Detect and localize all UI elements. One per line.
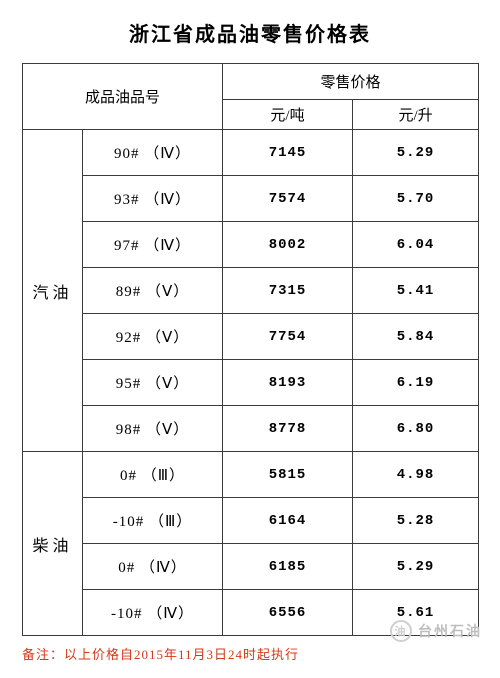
grade-cell: 89# （Ⅴ）: [83, 268, 223, 314]
watermark: 油 台州石油: [390, 620, 482, 642]
category-cell: 汽油: [23, 130, 83, 452]
page-title: 浙江省成品油零售价格表: [22, 18, 478, 47]
price-ton-cell: 8778: [223, 406, 353, 452]
table-row: 95# （Ⅴ）81936.19: [23, 360, 479, 406]
header-unit-ton: 元/吨: [223, 100, 353, 130]
price-liter-cell: 5.41: [353, 268, 479, 314]
price-ton-cell: 8193: [223, 360, 353, 406]
header-product: 成品油品号: [23, 64, 223, 130]
table-row: 柴油0# （Ⅲ）58154.98: [23, 452, 479, 498]
grade-cell: 0# （Ⅲ）: [83, 452, 223, 498]
price-liter-cell: 5.29: [353, 130, 479, 176]
table-row: 93# （Ⅳ）75745.70: [23, 176, 479, 222]
table-row: 0# （Ⅳ）61855.29: [23, 544, 479, 590]
price-ton-cell: 7754: [223, 314, 353, 360]
grade-cell: 98# （Ⅴ）: [83, 406, 223, 452]
price-liter-cell: 4.98: [353, 452, 479, 498]
price-ton-cell: 8002: [223, 222, 353, 268]
footnote: 备注：以上价格自2015年11月3日24时起执行: [22, 644, 478, 663]
price-ton-cell: 7574: [223, 176, 353, 222]
table-row: 98# （Ⅴ）87786.80: [23, 406, 479, 452]
grade-cell: 95# （Ⅴ）: [83, 360, 223, 406]
price-liter-cell: 5.28: [353, 498, 479, 544]
table-row: 汽油90# （Ⅳ）71455.29: [23, 130, 479, 176]
watermark-label: 台州石油: [418, 621, 482, 641]
grade-cell: 97# （Ⅳ）: [83, 222, 223, 268]
price-liter-cell: 5.29: [353, 544, 479, 590]
header-unit-liter: 元/升: [353, 100, 479, 130]
price-liter-cell: 6.19: [353, 360, 479, 406]
grade-cell: 92# （Ⅴ）: [83, 314, 223, 360]
price-liter-cell: 6.80: [353, 406, 479, 452]
table-row: 97# （Ⅳ）80026.04: [23, 222, 479, 268]
grade-cell: 0# （Ⅳ）: [83, 544, 223, 590]
price-ton-cell: 7145: [223, 130, 353, 176]
grade-cell: 93# （Ⅳ）: [83, 176, 223, 222]
table-row: -10# （Ⅲ）61645.28: [23, 498, 479, 544]
watermark-icon: 油: [390, 620, 412, 642]
grade-cell: -10# （Ⅲ）: [83, 498, 223, 544]
table-row: 92# （Ⅴ）77545.84: [23, 314, 479, 360]
header-price: 零售价格: [223, 64, 479, 100]
category-cell: 柴油: [23, 452, 83, 636]
price-ton-cell: 6556: [223, 590, 353, 636]
price-ton-cell: 6185: [223, 544, 353, 590]
price-liter-cell: 5.70: [353, 176, 479, 222]
price-ton-cell: 6164: [223, 498, 353, 544]
price-ton-cell: 5815: [223, 452, 353, 498]
price-ton-cell: 7315: [223, 268, 353, 314]
grade-cell: -10# （Ⅳ）: [83, 590, 223, 636]
table-row: 89# （Ⅴ）73155.41: [23, 268, 479, 314]
price-liter-cell: 5.84: [353, 314, 479, 360]
price-liter-cell: 6.04: [353, 222, 479, 268]
grade-cell: 90# （Ⅳ）: [83, 130, 223, 176]
price-table: 成品油品号 零售价格 元/吨 元/升 汽油90# （Ⅳ）71455.2993# …: [22, 63, 479, 636]
